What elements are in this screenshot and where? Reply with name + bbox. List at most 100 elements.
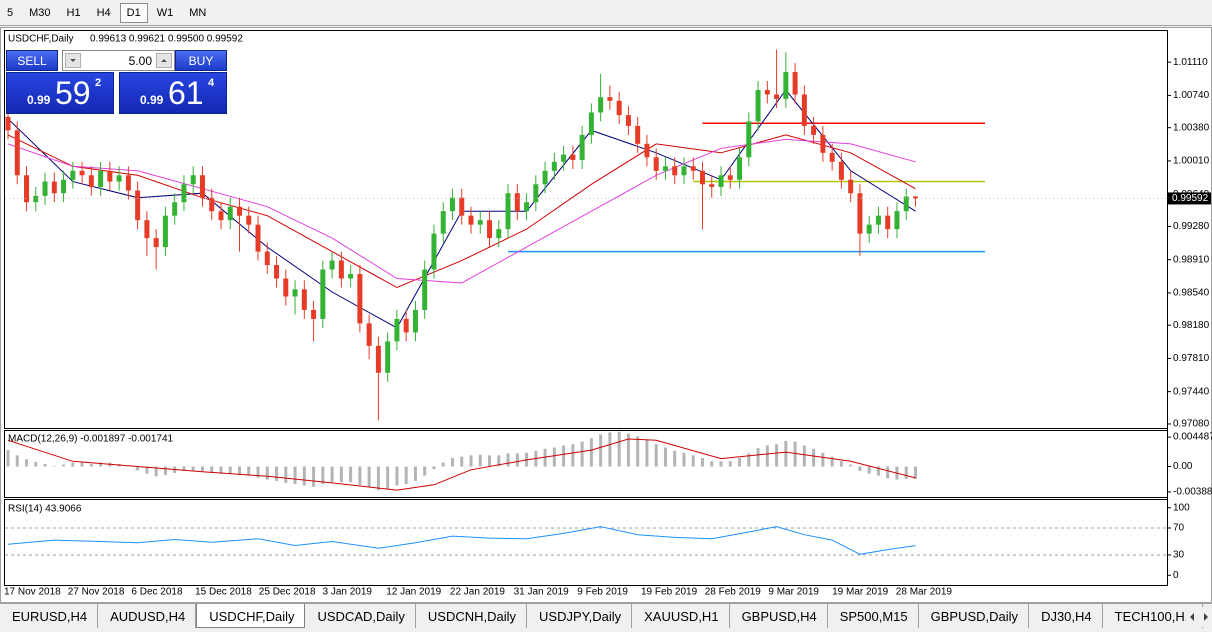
bid-quote[interactable]: 0.99 59 2 <box>6 72 114 114</box>
macd-bar <box>219 466 223 474</box>
candle-body <box>320 269 326 319</box>
timeframe-button[interactable]: MN <box>189 6 207 19</box>
candle-body <box>755 89 761 122</box>
candle-body <box>561 154 567 162</box>
candle-body <box>616 100 622 116</box>
candle-body <box>181 184 187 203</box>
chart-tab[interactable]: XAUUSD,H1 <box>632 604 730 628</box>
timeframe-button[interactable]: W1 <box>156 6 174 19</box>
candle-body <box>570 154 576 161</box>
macd-bar <box>99 462 103 467</box>
macd-bar <box>62 464 66 467</box>
chart-tab[interactable]: EURUSD,H4 <box>0 604 99 628</box>
lot-input[interactable]: 5.00 <box>62 50 175 71</box>
timeframe-button[interactable]: 5 <box>7 6 14 19</box>
candle-body <box>709 184 715 187</box>
lot-increase[interactable] <box>156 53 172 68</box>
chart-tab[interactable]: DJ30,H4 <box>1029 604 1103 628</box>
chart-tab[interactable]: SP500,M15 <box>828 604 919 628</box>
chart-tab[interactable]: USDCNH,Daily <box>416 604 528 628</box>
y-tick-label: 0 <box>1173 570 1179 581</box>
chart-tab[interactable]: USDCHF,Daily <box>196 604 306 628</box>
candle-body <box>811 125 817 135</box>
macd-bar <box>210 466 214 474</box>
chart-tab[interactable]: USDJPY,Daily <box>527 604 633 628</box>
ask-point: 4 <box>208 77 215 89</box>
candle-body <box>218 211 224 221</box>
arrow-up-icon <box>161 59 167 62</box>
candle-body <box>135 190 141 221</box>
macd-bar <box>562 445 566 467</box>
lot-decrease[interactable] <box>65 53 81 68</box>
macd-bar <box>395 466 399 486</box>
x-tick-label: 19 Feb 2019 <box>641 587 698 598</box>
panel <box>6 431 917 491</box>
macd-bar <box>256 466 260 478</box>
macd-bar <box>812 448 816 467</box>
macd-bar <box>136 466 140 471</box>
ohlc-readout: 0.99613 0.99621 0.99500 0.99592 <box>90 34 243 45</box>
macd-bar <box>636 436 640 467</box>
macd-bar <box>71 462 75 467</box>
macd-bar <box>830 456 834 467</box>
candle-body <box>283 278 289 297</box>
macd-bar <box>608 432 612 467</box>
y-tick-label: 0.97810 <box>1173 353 1210 364</box>
x-tick-label: 27 Nov 2018 <box>68 587 125 598</box>
macd-bar <box>376 466 380 491</box>
timeframe-button[interactable]: H1 <box>66 6 81 19</box>
candle-body <box>255 224 261 252</box>
chart-tab[interactable]: AUDUSD,H4 <box>98 604 197 628</box>
candle-body <box>292 289 298 297</box>
indicator-title: USDCHF,Daily <box>8 34 74 45</box>
timeframe-button[interactable]: M30 <box>29 6 51 19</box>
chart-tab[interactable]: USDCAD,Daily <box>305 604 416 628</box>
macd-bar <box>904 466 908 479</box>
candle-body <box>746 121 752 158</box>
ask-quote[interactable]: 0.99 61 4 <box>119 72 227 114</box>
macd-bar <box>182 466 186 472</box>
macd-bar <box>886 466 890 479</box>
moving-average <box>7 138 916 284</box>
chart-tab[interactable]: GBPUSD,Daily <box>919 604 1030 628</box>
panel <box>5 49 985 421</box>
y-tick-label: 0.97080 <box>1173 419 1210 430</box>
tab-scroll[interactable] <box>1186 607 1212 627</box>
macd-bar <box>145 466 149 474</box>
candle-body <box>98 170 104 187</box>
candle-body <box>375 345 381 373</box>
macd-bar <box>784 440 788 467</box>
candle-body <box>653 157 659 171</box>
candle-body <box>774 94 780 99</box>
timeframe-button[interactable]: H4 <box>96 6 111 19</box>
macd-bar <box>506 453 510 467</box>
macd-bar <box>6 450 10 467</box>
candle-body <box>162 215 168 248</box>
candle-body <box>61 179 67 194</box>
macd-bar <box>25 459 29 467</box>
macd-bar <box>719 461 723 467</box>
buy-button[interactable]: BUY <box>175 50 227 71</box>
candle-body <box>903 196 909 212</box>
x-tick-label: 9 Mar 2019 <box>768 587 819 598</box>
macd-bar <box>349 466 353 483</box>
timeframe-button[interactable]: D1 <box>119 2 148 23</box>
x-tick-label: 31 Jan 2019 <box>514 587 569 598</box>
sell-button[interactable]: SELL <box>6 50 58 71</box>
macd-bar <box>589 438 593 467</box>
y-tick-label: 70 <box>1173 523 1185 534</box>
candle-body <box>79 170 85 176</box>
candle-body <box>274 265 280 279</box>
timeframe-toolbar: 5 M30 H1 H4 D1 W1 MN <box>0 0 1212 26</box>
macd-bar <box>663 447 667 467</box>
macd-bar <box>293 466 297 485</box>
chart-tab[interactable]: GBPUSD,H4 <box>730 604 828 628</box>
candle-body <box>737 157 743 180</box>
macd-bar <box>580 441 584 467</box>
y-tick-label: 0.98180 <box>1173 320 1210 331</box>
y-tick-label: 0.98540 <box>1173 288 1210 299</box>
candle-body <box>403 318 409 333</box>
macd-bar <box>247 466 251 476</box>
candle-body <box>394 318 400 342</box>
candle-body <box>172 202 178 216</box>
